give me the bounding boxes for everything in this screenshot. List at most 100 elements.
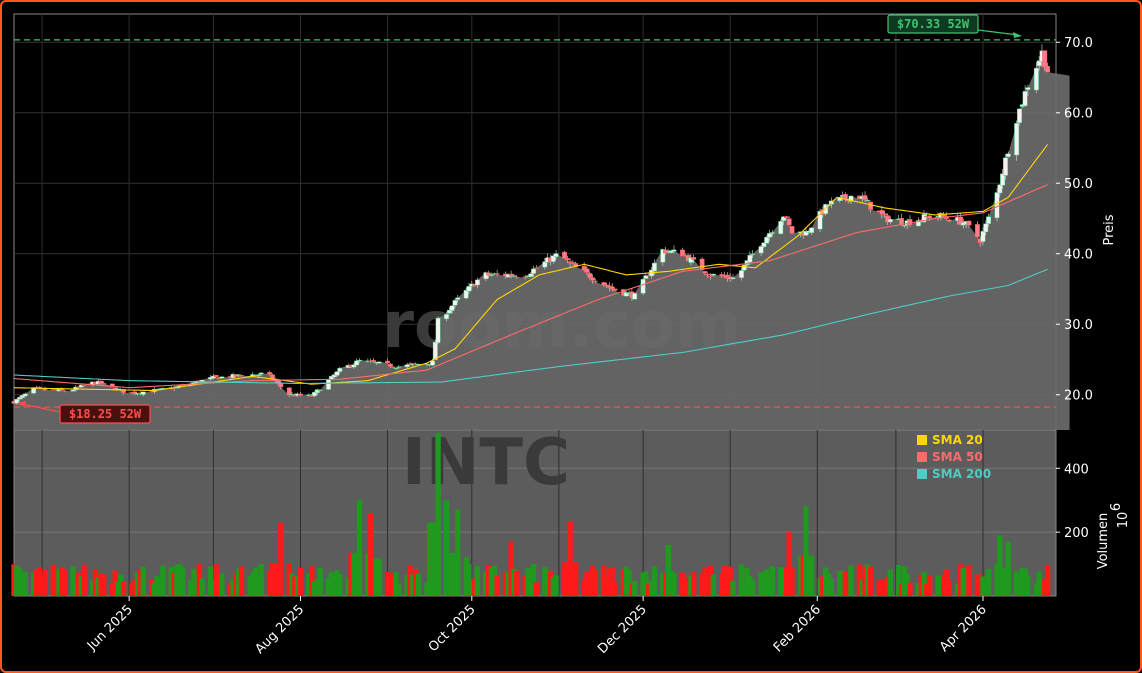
volume-bar [727,566,733,596]
volume-bar [311,581,318,596]
volume-bar [651,566,658,596]
candle-body [334,371,340,376]
volume-bar [210,580,217,596]
candle [550,254,556,264]
volume-bar [797,555,804,596]
candle-body [435,317,441,343]
volume-bar [407,565,413,596]
volume-bar [786,532,792,596]
volume-bar [297,567,304,596]
volume-bar [581,579,587,596]
volume-bar [856,564,863,596]
candle [314,388,320,395]
volume-bar [11,564,17,596]
candle [210,374,216,380]
volume-bar [452,552,458,596]
price-tick-label: 60.0 [1064,107,1093,122]
candle-body [1002,157,1008,176]
candle-body [387,363,393,367]
candle [885,213,890,225]
candle [612,288,618,292]
volume-bar [741,581,747,596]
volume-bar [415,573,422,596]
candle-body [887,219,893,223]
volume-bar [328,571,335,596]
candle-body [553,253,559,257]
volume-bar [252,567,259,596]
candle-body [983,223,989,233]
volume-bar [705,580,711,596]
volume-bar [750,579,756,596]
volume-bar [606,568,613,596]
volume-bar [466,563,472,596]
volume-bar [42,569,48,596]
candle [511,274,517,277]
volume-bar [373,558,379,596]
volume-bar [390,574,396,596]
candle-body [747,255,753,263]
volume-bar [494,575,500,596]
volume-bar [148,579,155,596]
candle-body [688,257,694,263]
candle-body [1005,153,1011,157]
volume-bar [587,576,593,596]
volume-bar [278,522,284,596]
price-area [14,50,1070,431]
candle-body [632,293,638,300]
candle [640,278,646,296]
volume-bar [738,564,745,596]
candle-body [239,375,244,377]
volume-bar [879,579,885,596]
volume-bar [505,571,511,596]
candle-body [452,300,458,306]
candle [564,255,570,263]
candle [531,265,537,277]
volume-bar [75,572,82,596]
candle [604,282,610,289]
volume-bar [1039,579,1045,596]
candle [562,250,567,259]
volume-bar [710,574,717,596]
volume-bar [250,572,256,596]
candle [570,260,576,265]
volume-bar [918,575,924,596]
volume-axis-exponent: 10 [1116,512,1131,529]
candle [966,220,972,228]
candle-body [643,275,649,279]
x-tick-label: Apr 2026 [937,602,990,655]
volume-bar [842,571,849,596]
candle [887,216,893,225]
candle-body [1036,60,1042,67]
candle-body [354,360,360,366]
candle-body [331,374,337,378]
volume-bar [81,564,87,596]
candle [764,235,770,244]
volume-bar [427,522,433,596]
volume-bar [943,569,950,596]
volume-bar [567,520,573,596]
volume-bar [109,583,115,596]
volume-bar [33,569,40,596]
volume-bar [491,565,497,596]
candle [688,253,694,266]
candle-body [609,286,615,290]
candle [1014,120,1020,161]
candle-body [70,389,76,392]
candle-body [601,282,607,286]
volume-bar [337,573,343,596]
volume-bar [98,573,104,596]
candle [236,374,242,378]
candle-body [907,219,913,226]
volume-bar [345,577,351,596]
volume-bar [365,552,371,596]
candle [1002,153,1008,180]
candle-body [542,261,548,268]
volume-bar [61,569,68,596]
candle [396,364,402,369]
candle [334,370,340,378]
candle-body [396,366,402,368]
volume-bar [862,567,868,596]
volume-bar [679,572,686,596]
price-tick-label: 40.0 [1064,248,1093,263]
candle-body [997,184,1003,194]
